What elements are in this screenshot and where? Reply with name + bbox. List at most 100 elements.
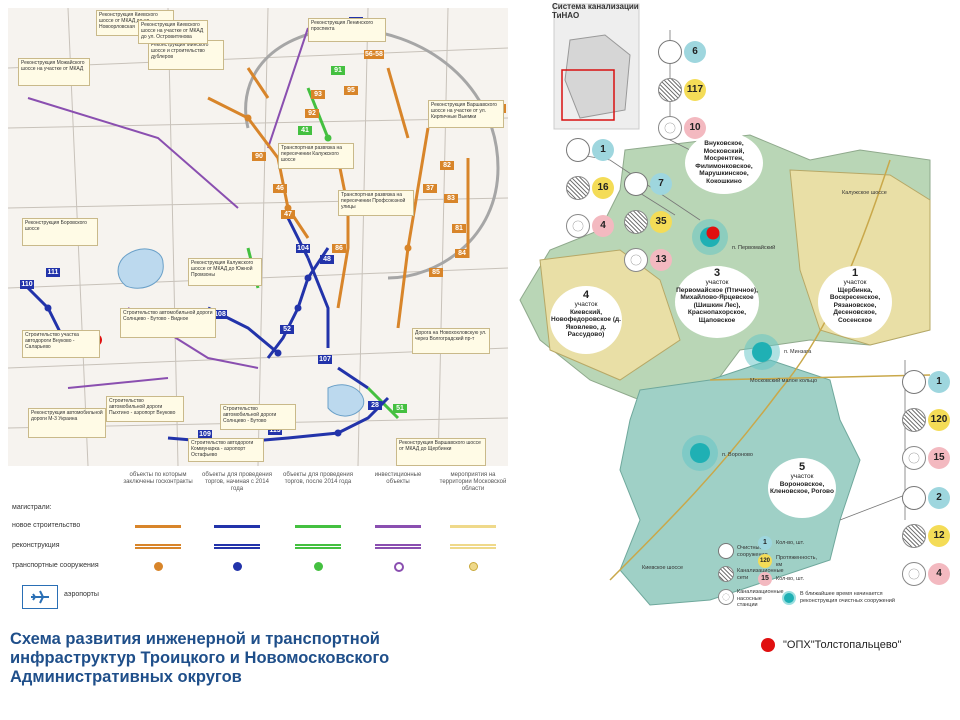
route-badge-51: 51 — [393, 404, 407, 413]
treatment-legend-icon — [718, 543, 734, 559]
left-transport-map: 2356-58919593924190464786104481085211011… — [8, 8, 508, 466]
count-badge: 10 — [684, 117, 706, 139]
legend-dot-yellow — [469, 562, 478, 571]
legend-count2: Кол-во, шт. — [776, 576, 805, 582]
count-badge: 2 — [928, 487, 950, 509]
route-badge-90: 90 — [252, 152, 266, 161]
page-title: Схема развития инженерной и транспортной… — [10, 630, 390, 686]
route-badge-111: 111 — [46, 268, 60, 277]
legend-airports: аэропорты — [64, 591, 99, 598]
map-note: Строительство автомобильной дороги Солнц… — [220, 404, 296, 430]
sewer-icon — [902, 524, 926, 548]
route-badge-104: 104 — [296, 244, 310, 253]
opx-legend-marker — [761, 638, 775, 652]
length-badge: 120 — [928, 409, 950, 431]
pump-icon — [624, 248, 648, 272]
zone-4-number: 4 — [582, 289, 590, 301]
length-badge: 12 — [928, 525, 950, 547]
map-note: Реконструкция Минского шоссе и строитель… — [148, 40, 224, 70]
route-badge-56-58: 56-58 — [364, 50, 384, 59]
legend-reconstruction-note: В ближайшее время начинается реконструкц… — [800, 591, 895, 604]
count-badge: 6 — [684, 41, 706, 63]
zone-1-number: 1 — [851, 267, 859, 279]
count-badge: 4 — [592, 215, 614, 237]
sewer-icon — [902, 408, 926, 432]
route-badge-48: 48 — [320, 255, 334, 264]
legend-recon-blue — [214, 544, 260, 549]
route-badge-84: 84 — [455, 249, 469, 258]
legend-col-mo: мероприятия на территории Московской обл… — [439, 472, 507, 492]
legend-line-orange — [135, 525, 181, 528]
place-label-1: п. Первомайский — [732, 245, 776, 251]
place-label-6: Калужское шоссе — [842, 190, 887, 196]
zone-1-names: Щербинка, Воскресенское, Рязановское, Де… — [829, 286, 881, 324]
airport-icon-box — [22, 585, 58, 609]
map-note: Реконструкция Боровского шоссе — [22, 218, 98, 246]
zone-3-unit: участок — [705, 279, 729, 286]
count-badge: 7 — [650, 173, 672, 195]
transport-legend: объекты по которым заключены госконтракт… — [8, 472, 508, 612]
legend-count-icon: 1 — [758, 536, 772, 550]
zone-4: 4 участок Киевский, Новофедоровское (д. … — [550, 286, 622, 354]
place-label-4: Московский малое кольцо — [750, 378, 818, 384]
airplane-icon — [31, 590, 49, 604]
sewer-icon — [624, 210, 648, 234]
route-badge-46: 46 — [273, 184, 287, 193]
legend-length: Протяженность, км — [776, 555, 817, 568]
zone-5-names: Вороновское, Кленовское, Роговo — [769, 480, 835, 496]
legend-count: Кол-во, шт. — [776, 540, 805, 546]
legend-recon-purple — [375, 544, 421, 549]
legend-recon-yellow — [450, 544, 496, 549]
count-badge: 15 — [928, 447, 950, 469]
zone-3-number: 3 — [713, 267, 721, 279]
legend-line-purple — [375, 525, 421, 528]
pump-icon — [566, 214, 590, 238]
zone-label-top: Внуковское, Московский, Мосрентген, Фили… — [685, 132, 763, 194]
legend-dot-purple — [394, 562, 404, 572]
route-badge-83: 83 — [444, 194, 458, 203]
place-label-5: Киевское шоссе — [642, 565, 684, 571]
treatment-icon — [902, 370, 926, 394]
treatment-icon — [566, 138, 590, 162]
route-badge-108: 108 — [213, 310, 227, 319]
count-badge: 1 — [592, 139, 614, 161]
pump-icon — [902, 562, 926, 586]
place-label-3: п. Вороново — [722, 452, 753, 458]
length-badge: 35 — [650, 211, 672, 233]
route-badge-113: 113 — [268, 426, 282, 435]
route-badge-81: 81 — [452, 224, 466, 233]
legend-new-build: новое строительство — [12, 522, 81, 529]
route-badge-109: 109 — [198, 430, 212, 439]
route-badge-82: 82 — [440, 161, 454, 170]
sewer-icon — [566, 176, 590, 200]
treatment-icon — [624, 172, 648, 196]
sewer-icon — [658, 78, 682, 102]
route-badge-37: 37 — [423, 184, 437, 193]
legend-reconstruction: реконструкция — [12, 542, 60, 549]
sewer-legend-icon — [718, 566, 734, 582]
legend-recon-orange — [135, 544, 181, 549]
length-badge: 117 — [684, 79, 706, 101]
legend-sewer: Канализационные сети — [737, 568, 784, 581]
map-note: Строительство автомобильной дороги Пыхти… — [106, 396, 184, 422]
map-note: Реконструкция автомобильной дороги М-3 У… — [28, 408, 106, 438]
route-badge-47: 47 — [281, 210, 295, 219]
legend-col-investment: инвестиционные объекты — [374, 472, 422, 485]
reconstruction-legend-icon — [782, 591, 796, 605]
legend-col-after-2014: объекты для проведения торгов, после 201… — [283, 472, 353, 485]
zone-1-unit: участок — [843, 279, 867, 286]
zone-3-names: Первомайское (Птичное), Михайлово-Ярцевс… — [676, 286, 758, 324]
legend-transport: транспортные сооружения — [12, 562, 99, 569]
count-badge: 13 — [650, 249, 672, 271]
route-badge-110: 110 — [20, 280, 34, 289]
map-note: Реконструкция Можайского шоссе на участк… — [18, 58, 90, 86]
sewer-system-map: Система канализации ТиНАО Внуковское, Мо… — [510, 0, 960, 620]
treatment-icon — [902, 486, 926, 510]
length-badge: 16 — [592, 177, 614, 199]
legend-count2-icon: 15 — [758, 572, 772, 586]
route-badge-86: 86 — [332, 244, 346, 253]
legend-magistrals: магистрали: — [12, 504, 52, 511]
map-note: Строительство автомобильной дороги Солнц… — [120, 308, 216, 338]
map-note: Дорога на Новохохловскую ул. через Волго… — [412, 328, 490, 354]
map-note: Транспортная развязка на пересечении Кал… — [278, 143, 354, 169]
